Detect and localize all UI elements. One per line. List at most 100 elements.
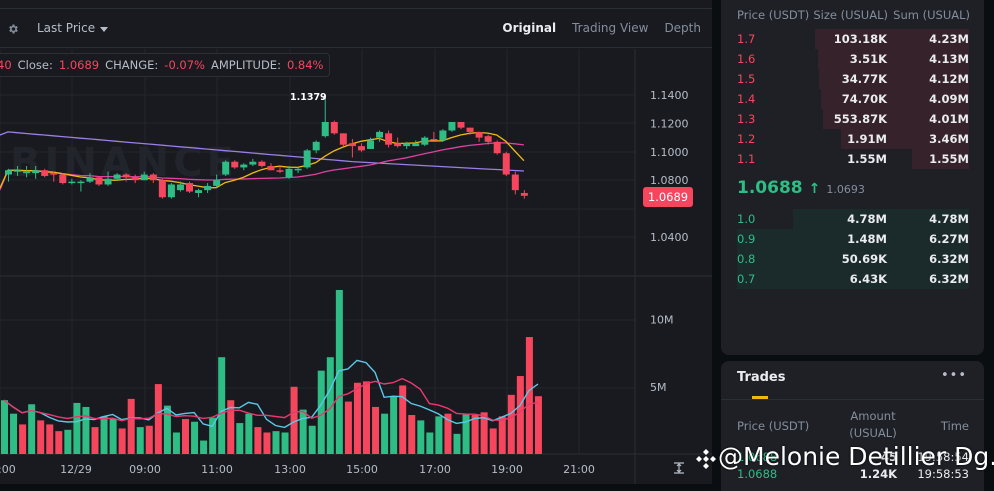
- bid-row[interactable]: 0.9 1.48M 6.27M: [737, 229, 969, 249]
- volume-bar: [326, 357, 334, 454]
- candle: [149, 174, 157, 181]
- candle: [475, 131, 483, 138]
- time-axis-label: 11:00: [201, 463, 233, 476]
- candle: [303, 150, 311, 168]
- volume-bar: [10, 413, 18, 454]
- candlestick-chart[interactable]: 1.1400 1.1200 1.1000 1.0800 1.0400 10M 5M: [0, 0, 712, 484]
- ask-price: 1.7: [737, 32, 756, 46]
- volume-bar: [28, 404, 36, 454]
- trade-row: 1.0688 1.24K 19:58:53: [737, 467, 969, 485]
- bid-row[interactable]: 1.0 4.78M 4.78M: [737, 209, 969, 229]
- candle: [240, 164, 248, 168]
- volume-bar: [453, 433, 461, 454]
- candle: [493, 141, 501, 154]
- volume-bar: [254, 427, 262, 454]
- right-panel: Price (USDT) Size (USUAL) Sum (USUAL) 1.…: [712, 0, 994, 491]
- active-tab-indicator: [752, 396, 768, 399]
- volume-bar: [498, 416, 506, 454]
- close-label: Close:: [17, 58, 53, 72]
- volume-bar: [335, 290, 343, 454]
- high-marker-label: 1.1379: [290, 92, 327, 103]
- tab-original[interactable]: Original: [502, 21, 557, 35]
- ask-row[interactable]: 1.4 74.70K 4.09M: [737, 89, 969, 109]
- bid-size: 4.78M: [847, 212, 887, 226]
- ask-row[interactable]: 1.7 103.18K 4.23M: [737, 29, 969, 49]
- user-watermark-overlay: @Melonie Detillier Dg...: [718, 442, 994, 471]
- candle: [394, 143, 402, 147]
- ask-size: 103.18K: [833, 32, 887, 46]
- ask-sum: 4.23M: [929, 32, 969, 46]
- candle: [113, 174, 121, 179]
- volume-bar: [507, 394, 515, 454]
- candle: [421, 137, 429, 145]
- volume-bar: [381, 413, 389, 454]
- last-price-tag: 1.0689: [643, 187, 693, 207]
- trades-panel: Trades ••• Price (USDT) Amount (USUAL) T…: [721, 361, 984, 491]
- ask-row[interactable]: 1.2 1.91M 3.46M: [737, 129, 969, 149]
- gear-icon[interactable]: [7, 23, 19, 35]
- amount-header-line1: Amount: [850, 409, 896, 423]
- volume-bar: [163, 405, 171, 454]
- ask-row[interactable]: 1.5 34.77K 4.12M: [737, 69, 969, 89]
- volume-bar: [263, 432, 271, 454]
- time-axis-label: 19:00: [491, 463, 523, 476]
- candle: [439, 130, 447, 141]
- trades-tab[interactable]: Trades: [737, 370, 786, 385]
- candle: [385, 133, 393, 145]
- volume-bar: [525, 337, 533, 454]
- volume-bar: [1, 400, 8, 454]
- volume-bar: [489, 428, 497, 454]
- arrow-up-icon: ↑: [808, 181, 821, 197]
- auto-fit-icon[interactable]: [673, 462, 685, 474]
- ask-row[interactable]: 1.1 1.55M 1.55M: [737, 149, 969, 169]
- bid-price: 0.9: [737, 232, 756, 246]
- top-strip: [0, 0, 712, 9]
- candle: [77, 181, 85, 184]
- candle: [86, 177, 94, 182]
- ask-sum: 4.13M: [929, 52, 969, 66]
- volume-bar: [317, 370, 325, 454]
- volume-bar: [408, 415, 416, 454]
- bid-sum: 6.32M: [929, 252, 969, 266]
- candle: [167, 184, 175, 198]
- candle: [95, 177, 103, 185]
- trades-header-time: Time: [940, 419, 969, 433]
- time-axis-label: :00: [0, 463, 16, 476]
- ask-row[interactable]: 1.3 553.87K 4.01M: [737, 109, 969, 129]
- volume-bar: [290, 386, 298, 454]
- tab-trading-view[interactable]: Trading View: [572, 21, 649, 35]
- volume-bar: [236, 423, 244, 454]
- volume-bar: [37, 420, 45, 454]
- time-axis-label: 09:00: [129, 463, 161, 476]
- candle: [32, 170, 40, 174]
- amplitude-label: AMPLITUDE:: [210, 58, 281, 72]
- candle: [312, 141, 320, 151]
- volume-bar: [218, 357, 226, 454]
- ask-row[interactable]: 1.6 3.51K 4.13M: [737, 49, 969, 69]
- volume-bar: [55, 431, 63, 454]
- candle: [348, 143, 356, 147]
- bid-row[interactable]: 0.8 50.69K 6.32M: [737, 249, 969, 269]
- depth-bar: [819, 69, 969, 89]
- ohlc-info-box: 40 Close: 1.0689 CHANGE: -0.07% AMPLITUD…: [0, 53, 330, 77]
- tab-depth[interactable]: Depth: [664, 21, 701, 35]
- order-book: Price (USDT) Size (USUAL) Sum (USUAL) 1.…: [721, 0, 984, 355]
- candle: [294, 168, 302, 171]
- header-size: Size (USUAL): [813, 8, 888, 22]
- candle: [195, 190, 203, 193]
- volume-bar: [136, 427, 144, 454]
- price-type-dropdown[interactable]: Last Price: [37, 21, 109, 35]
- volume-bar: [399, 385, 407, 454]
- bid-row[interactable]: 0.7 6.43K 6.32M: [737, 269, 969, 289]
- bid-sum: 4.78M: [929, 212, 969, 226]
- candle: [176, 184, 184, 191]
- volume-bar: [308, 425, 316, 454]
- scrollbar[interactable]: [986, 0, 994, 484]
- view-tabs: Original Trading View Depth: [502, 21, 701, 35]
- candle: [267, 166, 275, 171]
- volume-bar: [172, 432, 180, 454]
- candle: [276, 170, 284, 172]
- volume-bar: [145, 425, 153, 454]
- more-icon[interactable]: •••: [940, 368, 967, 383]
- ask-price: 1.5: [737, 72, 756, 86]
